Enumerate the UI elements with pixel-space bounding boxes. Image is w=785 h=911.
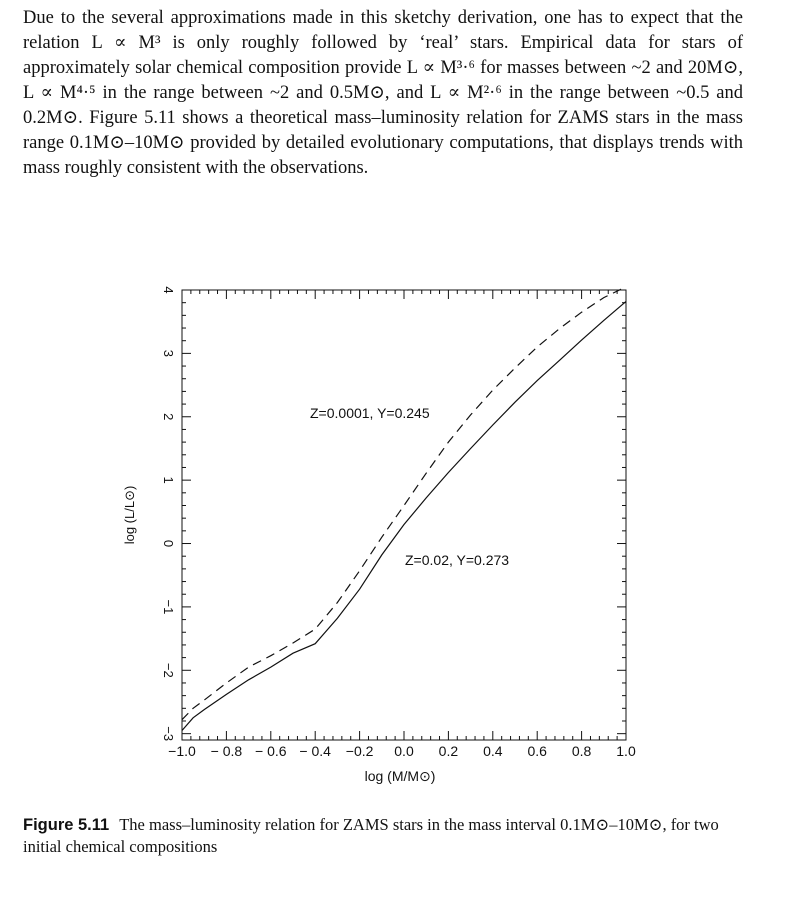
plot-frame bbox=[181, 289, 627, 741]
tick-marks bbox=[181, 289, 627, 740]
series-line-low-metallicity bbox=[181, 286, 627, 721]
x-tick-label: − 0.4 bbox=[299, 743, 331, 759]
paragraph-text: Due to the several approximations made i… bbox=[23, 8, 743, 178]
x-tick-labels: −1.0 − 0.8 − 0.6 − 0.4 −0.2 0.0 0.2 0.4 0.6 0.8 1.… bbox=[168, 743, 636, 759]
caption-label: Figure 5.11 bbox=[23, 816, 110, 834]
mass-luminosity-chart: −1.0 − 0.8 − 0.6 − 0.4 −0.2 0.0 0.2 0.4 0.6 0.8 1.… bbox=[122, 286, 636, 784]
annotation-solar-z: Z=0.02, Y=0.273 bbox=[405, 552, 509, 568]
x-tick-label: 0.4 bbox=[483, 743, 503, 759]
series-line-solar-metallicity bbox=[181, 300, 627, 731]
x-tick-label: − 0.6 bbox=[255, 743, 287, 759]
body-paragraph: Due to the several approximations made i… bbox=[23, 6, 743, 181]
y-axis-label: log (L/L⊙) bbox=[122, 486, 137, 545]
x-tick-label: −0.2 bbox=[346, 743, 374, 759]
y-tick-label: −1 bbox=[161, 599, 176, 614]
y-tick-label: 0 bbox=[161, 540, 176, 547]
x-tick-label: −1.0 bbox=[168, 743, 196, 759]
x-tick-label: 1.0 bbox=[616, 743, 636, 759]
annotation-low-z: Z=0.0001, Y=0.245 bbox=[310, 405, 430, 421]
y-tick-labels: −3 −2 −1 0 1 2 3 4 bbox=[161, 286, 176, 741]
y-tick-label: 1 bbox=[161, 477, 176, 484]
y-tick-label: 4 bbox=[161, 286, 176, 293]
series-lines bbox=[181, 286, 627, 731]
caption-text: The mass–luminosity relation for ZAMS st… bbox=[23, 815, 719, 856]
x-tick-label: 0.2 bbox=[439, 743, 459, 759]
y-tick-label: −2 bbox=[161, 663, 176, 678]
x-tick-label: 0.0 bbox=[394, 743, 414, 759]
x-axis-label: log (M/M⊙) bbox=[365, 768, 436, 784]
x-tick-label: − 0.8 bbox=[211, 743, 243, 759]
x-tick-label: 0.6 bbox=[527, 743, 547, 759]
y-tick-label: −3 bbox=[161, 726, 176, 741]
y-tick-label: 3 bbox=[161, 350, 176, 357]
figure-caption: Figure 5.11 The mass–luminosity relation … bbox=[23, 814, 753, 858]
x-tick-label: 0.8 bbox=[572, 743, 592, 759]
y-tick-label: 2 bbox=[161, 413, 176, 420]
